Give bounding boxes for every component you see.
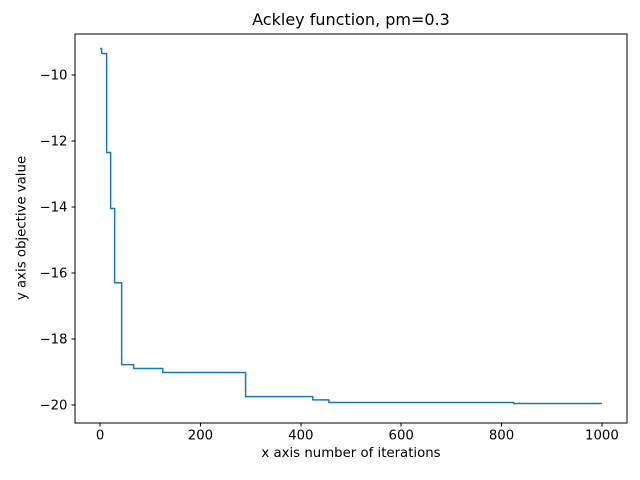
y-tick-label: −16 <box>39 266 67 281</box>
y-tick-label: −10 <box>39 69 67 84</box>
series-line <box>100 47 602 405</box>
y-tick-label: −20 <box>39 398 67 413</box>
y-tick-label: −18 <box>39 332 67 347</box>
x-tick-label: 0 <box>96 429 104 444</box>
x-tick-label: 200 <box>188 429 213 444</box>
axes-spines <box>74 33 628 424</box>
x-tick-label: 800 <box>489 429 514 444</box>
x-axis-label: x axis number of iterations <box>261 446 441 461</box>
chart-title: Ackley function, pm=0.3 <box>252 10 450 29</box>
x-tick-label: 600 <box>388 429 413 444</box>
x-tick-label: 400 <box>288 429 313 444</box>
y-tick-label: −12 <box>39 135 67 150</box>
y-tick-label: −14 <box>39 200 67 215</box>
x-tick-label: 1000 <box>585 429 619 444</box>
